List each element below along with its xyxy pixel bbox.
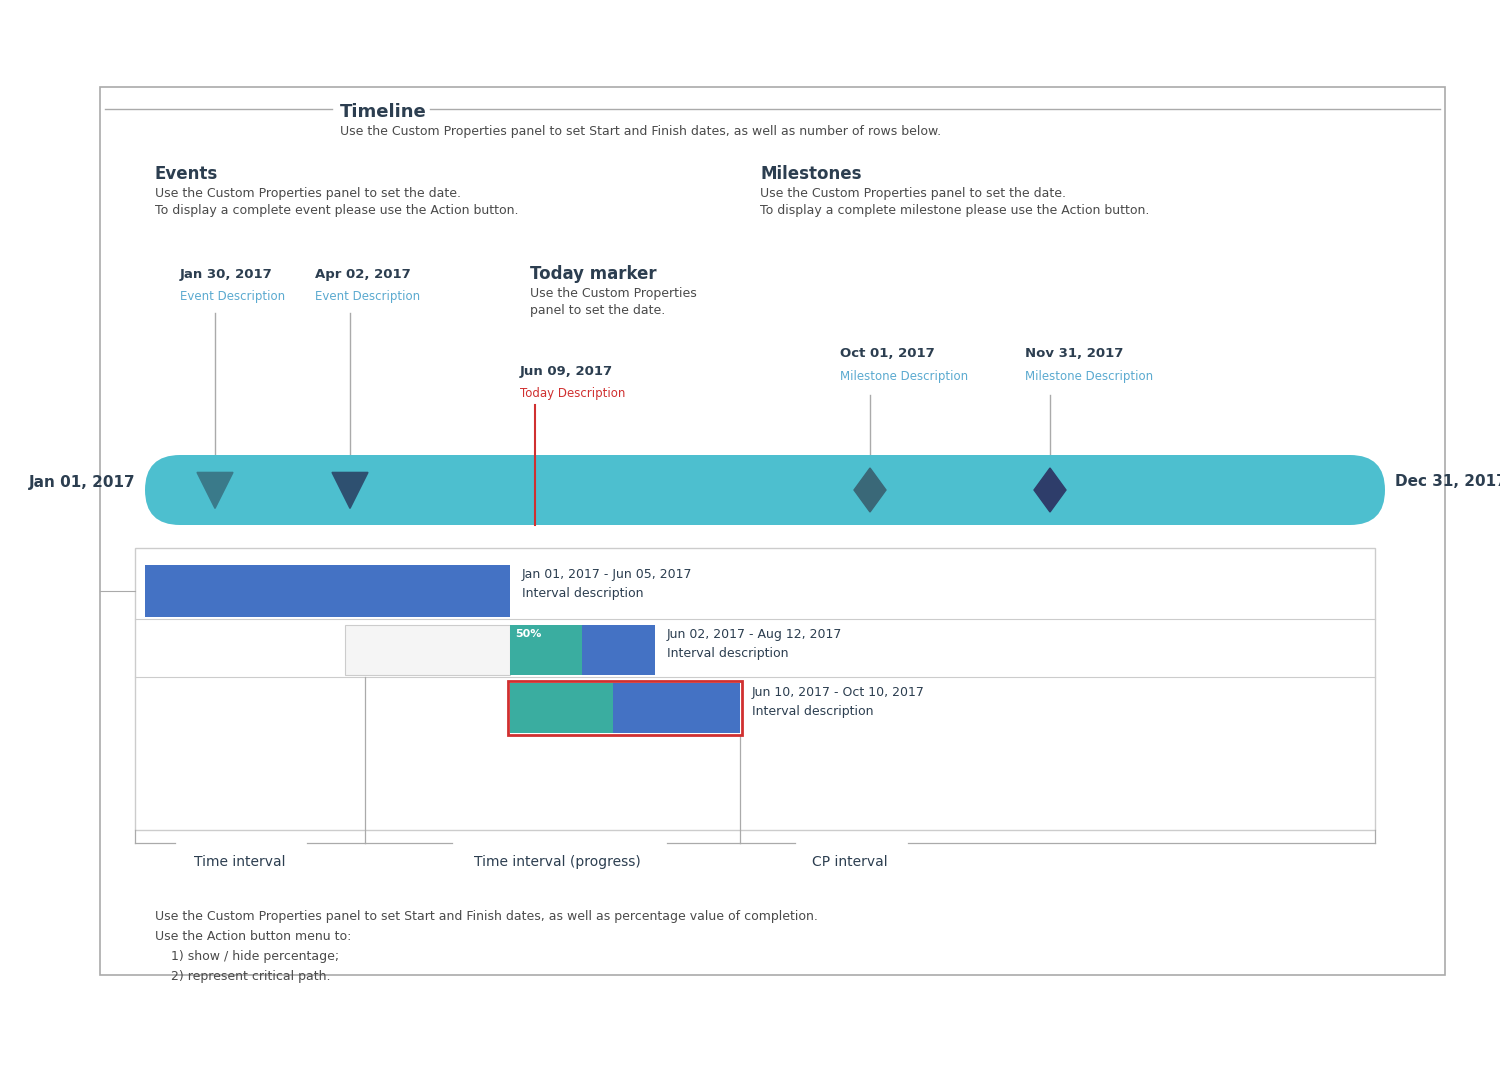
- Bar: [582, 625, 656, 675]
- Bar: [614, 683, 740, 733]
- Polygon shape: [196, 473, 232, 508]
- Bar: [510, 625, 582, 675]
- Bar: [509, 681, 742, 735]
- Polygon shape: [1034, 468, 1066, 512]
- Text: Use the Custom Properties panel to set Start and Finish dates, as well as percen: Use the Custom Properties panel to set S…: [154, 910, 818, 923]
- Text: Dec 31, 2017: Dec 31, 2017: [1395, 475, 1500, 490]
- Text: Milestone Description: Milestone Description: [1024, 370, 1154, 383]
- Text: Interval description: Interval description: [522, 587, 644, 600]
- Bar: [135, 548, 1376, 830]
- Text: Time interval: Time interval: [195, 855, 285, 869]
- Bar: [100, 87, 1444, 974]
- Text: Use the Custom Properties panel to set Start and Finish dates, as well as number: Use the Custom Properties panel to set S…: [340, 125, 940, 138]
- FancyBboxPatch shape: [146, 455, 1384, 525]
- Polygon shape: [853, 468, 886, 512]
- Text: Timeline: Timeline: [340, 103, 426, 121]
- Text: Milestones: Milestones: [760, 165, 861, 183]
- Text: Jun 10, 2017 - Oct 10, 2017: Jun 10, 2017 - Oct 10, 2017: [752, 686, 926, 699]
- Text: To display a complete event please use the Action button.: To display a complete event please use t…: [154, 204, 519, 217]
- Text: 50%: 50%: [514, 629, 541, 639]
- Bar: [510, 683, 614, 733]
- Text: Today marker: Today marker: [530, 265, 657, 283]
- Bar: [146, 566, 510, 617]
- Text: 2) represent critical path.: 2) represent critical path.: [154, 970, 330, 983]
- Text: Use the Action button menu to:: Use the Action button menu to:: [154, 930, 351, 943]
- Text: Milestone Description: Milestone Description: [840, 370, 968, 383]
- Text: Jun 09, 2017: Jun 09, 2017: [520, 365, 614, 378]
- Text: Use the Custom Properties panel to set the date.: Use the Custom Properties panel to set t…: [154, 187, 460, 200]
- Text: Nov 31, 2017: Nov 31, 2017: [1024, 347, 1124, 360]
- Text: Use the Custom Properties: Use the Custom Properties: [530, 286, 696, 300]
- Polygon shape: [332, 473, 368, 508]
- Text: Interval description: Interval description: [752, 705, 873, 718]
- Text: Event Description: Event Description: [315, 290, 420, 304]
- Text: Events: Events: [154, 165, 219, 183]
- Text: Oct 01, 2017: Oct 01, 2017: [840, 347, 934, 360]
- Bar: [345, 625, 510, 675]
- Text: Jan 30, 2017: Jan 30, 2017: [180, 268, 273, 281]
- Text: Jan 01, 2017 - Jun 05, 2017: Jan 01, 2017 - Jun 05, 2017: [522, 568, 693, 581]
- Text: Jun 02, 2017 - Aug 12, 2017: Jun 02, 2017 - Aug 12, 2017: [668, 628, 843, 641]
- Text: To display a complete milestone please use the Action button.: To display a complete milestone please u…: [760, 204, 1149, 217]
- Text: Use the Custom Properties panel to set the date.: Use the Custom Properties panel to set t…: [760, 187, 1066, 200]
- Text: 1) show / hide percentage;: 1) show / hide percentage;: [154, 950, 339, 963]
- Text: Jan 01, 2017: Jan 01, 2017: [28, 475, 135, 490]
- Text: Apr 02, 2017: Apr 02, 2017: [315, 268, 411, 281]
- Text: Today Description: Today Description: [520, 387, 626, 400]
- Text: Event Description: Event Description: [180, 290, 285, 304]
- Text: Time interval (progress): Time interval (progress): [474, 855, 640, 869]
- Text: Interval description: Interval description: [668, 648, 789, 660]
- Text: panel to set the date.: panel to set the date.: [530, 304, 666, 317]
- Text: CP interval: CP interval: [812, 855, 888, 869]
